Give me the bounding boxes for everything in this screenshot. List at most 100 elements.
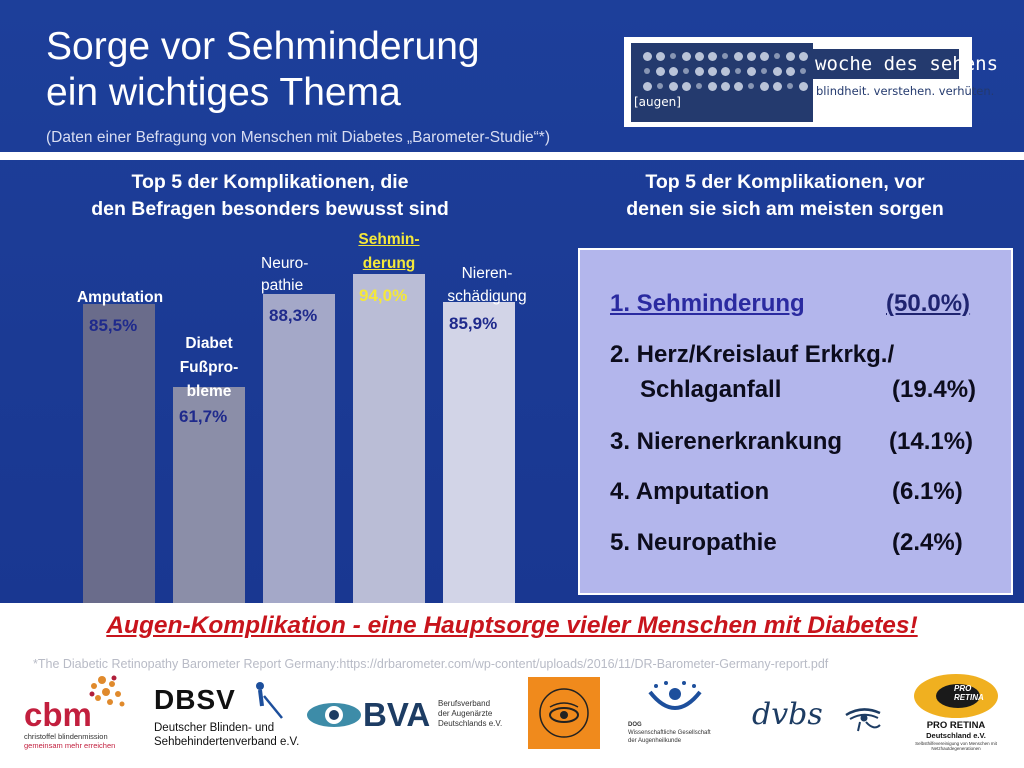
worry-ranking-box: 1. Sehminderung (50.0%) 2. Herz/Kreislau…	[578, 248, 1013, 595]
ranking-item-4: 4. Amputation (6.1%)	[610, 478, 963, 506]
braille-dot	[682, 82, 691, 91]
category-label-2-1: pathie	[261, 277, 304, 294]
braille-dot	[708, 52, 717, 61]
category-label-0-0: Amputation	[76, 289, 164, 306]
braille-dot	[735, 68, 741, 74]
complications-bar-chart: 85,5% Amputation 61,7% Diabet Fußpro-bleme 88…	[0, 225, 570, 603]
braille-dot	[734, 82, 743, 91]
woche-name: woche des sehens	[809, 49, 998, 79]
dvbs-logo: dvbs	[752, 697, 887, 743]
ranking-item-5-pct: (2.4%)	[892, 529, 963, 556]
braille-dot	[799, 82, 808, 91]
braille-dot	[800, 68, 806, 74]
right-heading: Top 5 der Komplikationen, vor denen sie …	[560, 169, 1010, 223]
left-heading: Top 5 der Komplikationen, die den Befrag…	[30, 169, 510, 223]
bva-name: BVA	[363, 696, 431, 733]
horus-eye-icon	[845, 708, 881, 732]
conclusion-banner: Augen-Komplikation - eine Hauptsorge vie…	[106, 612, 918, 639]
cbm-logo: cbm christoffel blindenmission gemeinsam…	[22, 672, 132, 752]
braille-dot	[721, 67, 730, 76]
ranking-item-4-label: 4. Amputation	[610, 478, 770, 505]
bar-3	[353, 274, 425, 603]
braille-dot	[644, 68, 650, 74]
cbm-sub1: christoffel blindenmission	[24, 732, 108, 741]
bar-4	[443, 302, 515, 603]
braille-dot	[747, 67, 756, 76]
augen-label: [augen]	[634, 95, 681, 109]
category-label-3-1: derung	[362, 255, 416, 272]
braille-dot	[670, 53, 676, 59]
category-label-1-1: Fußpro-	[179, 359, 239, 376]
braille-dot	[643, 52, 652, 61]
page-title: Sorge vor Sehminderung ein wichtiges The…	[46, 24, 480, 116]
braille-dot	[786, 67, 795, 76]
bar-value-label-4: 85,9%	[449, 314, 498, 334]
bar-2	[263, 293, 335, 603]
dvbs-name: dvbs	[752, 697, 823, 732]
pro-retina-mark: PRO RETINA	[954, 684, 984, 702]
braille-dot	[656, 52, 665, 61]
braille-dot	[695, 67, 704, 76]
ranking-item-3-label: 3. Nierenerkrankung	[610, 428, 843, 455]
bva-sub1: Berufsverband	[438, 699, 491, 708]
dbsv-sub2: Sehbehindertenverband e.V.	[154, 736, 300, 748]
category-label-1-2: bleme	[186, 383, 232, 400]
title-line-1: Sorge vor Sehminderung	[46, 25, 480, 68]
bva-logo: BVA Berufsverband der Augenärzte Deutsch…	[305, 695, 505, 745]
pro-retina-sub2: Selbsthilfevereinigung von Menschen mit …	[915, 741, 997, 751]
eye-icon	[307, 703, 361, 727]
ranking-item-5: 5. Neuropathie (2.4%)	[610, 529, 963, 557]
braille-dot	[695, 52, 704, 61]
ranking-item-3-pct: (14.1%)	[889, 428, 974, 455]
left-heading-line-2: den Befragen besonders bewusst sind	[91, 198, 449, 220]
ranking-item-5-label: 5. Neuropathie	[610, 529, 777, 556]
category-label-4-1: schädigung	[447, 288, 527, 305]
eye-seal-icon	[539, 688, 589, 738]
cbm-name: cbm	[24, 696, 92, 733]
braille-dots-icon	[631, 43, 813, 122]
braille-dot	[643, 82, 652, 91]
pro-retina-mark-1: PRO	[954, 684, 972, 693]
ranking-item-3: 3. Nierenerkrankung (14.1%)	[610, 428, 973, 456]
woche-des-sehens-logo: [augen] woche des sehens blindheit. vers…	[624, 37, 998, 127]
braille-dot	[748, 83, 754, 89]
bar-value-label-1: 61,7%	[179, 407, 228, 427]
cbm-sub2: gemeinsam mehr erreichen	[24, 741, 116, 750]
braille-dot	[696, 83, 702, 89]
woche-tagline: blindheit. verstehen. verhüten.	[816, 84, 995, 98]
bar-1	[173, 387, 245, 603]
category-label-1-0: Diabet	[185, 335, 233, 352]
braille-dot	[657, 83, 663, 89]
braille-dot	[787, 83, 793, 89]
source-footnote: *The Diabetic Retinopathy Barometer Repo…	[33, 657, 829, 671]
ranking-item-4-pct: (6.1%)	[892, 478, 963, 505]
dbsv-sub1: Deutscher Blinden- und	[154, 722, 275, 734]
header-divider	[0, 152, 1024, 160]
braille-dot	[760, 52, 769, 61]
braille-dot	[669, 82, 678, 91]
ranking-item-2-label: 2. Herz/Kreislauf Erkrkg./	[610, 341, 895, 368]
ranking-item-1-pct: (50.0%)	[886, 290, 971, 317]
right-heading-line-1: Top 5 der Komplikationen, vor	[645, 171, 925, 193]
title-line-2: ein wichtiges Thema	[46, 71, 401, 114]
bar-value-label-0: 85,5%	[89, 315, 138, 335]
braille-dot	[760, 82, 769, 91]
category-label-4-0: Nieren-	[461, 265, 513, 282]
braille-dot	[722, 53, 728, 59]
braille-dot	[773, 82, 782, 91]
braille-dot	[774, 53, 780, 59]
ranking-item-1: 1. Sehminderung (50.0%)	[610, 290, 970, 318]
braille-dot	[669, 67, 678, 76]
dog-sub2: der Augenheilkunde	[628, 738, 682, 744]
white-cane-icon	[256, 682, 283, 719]
braille-dot	[799, 52, 808, 61]
braille-dot	[656, 67, 665, 76]
ranking-item-2-label-2: Schlaganfall	[640, 376, 782, 403]
dog-logo: DOG Wissenschaftliche Gesellschaft der A…	[620, 680, 730, 750]
braille-dot	[721, 82, 730, 91]
ranking-item-1-label: 1. Sehminderung	[610, 290, 805, 317]
dbsv-logo: DBSV Deutscher Blinden- und Sehbehindert…	[152, 680, 299, 752]
pro-retina-sub: Deutschland e.V.	[926, 731, 986, 740]
braille-dot	[747, 52, 756, 61]
dog-sub1: Wissenschaftliche Gesellschaft	[628, 730, 711, 736]
